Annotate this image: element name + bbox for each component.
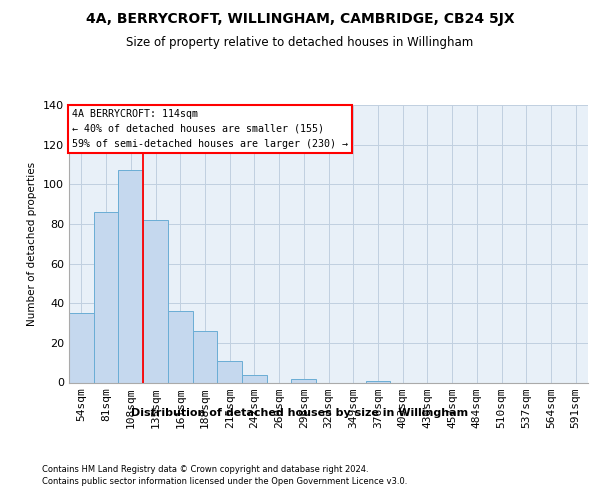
Bar [69, 313, 94, 382]
Text: Distribution of detached houses by size in Willingham: Distribution of detached houses by size … [131, 408, 469, 418]
Y-axis label: Number of detached properties: Number of detached properties [28, 162, 37, 326]
Text: 4A, BERRYCROFT, WILLINGHAM, CAMBRIDGE, CB24 5JX: 4A, BERRYCROFT, WILLINGHAM, CAMBRIDGE, C… [86, 12, 514, 26]
Bar [168, 311, 193, 382]
Bar [242, 374, 267, 382]
Bar [365, 380, 390, 382]
Bar [217, 360, 242, 382]
Bar [292, 378, 316, 382]
Text: 4A BERRYCROFT: 114sqm
← 40% of detached houses are smaller (155)
59% of semi-det: 4A BERRYCROFT: 114sqm ← 40% of detached … [71, 109, 347, 149]
Text: Contains HM Land Registry data © Crown copyright and database right 2024.: Contains HM Land Registry data © Crown c… [42, 465, 368, 474]
Bar [143, 220, 168, 382]
Bar [118, 170, 143, 382]
Text: Contains public sector information licensed under the Open Government Licence v3: Contains public sector information licen… [42, 478, 407, 486]
Text: Size of property relative to detached houses in Willingham: Size of property relative to detached ho… [127, 36, 473, 49]
Bar [94, 212, 118, 382]
Bar [193, 331, 217, 382]
